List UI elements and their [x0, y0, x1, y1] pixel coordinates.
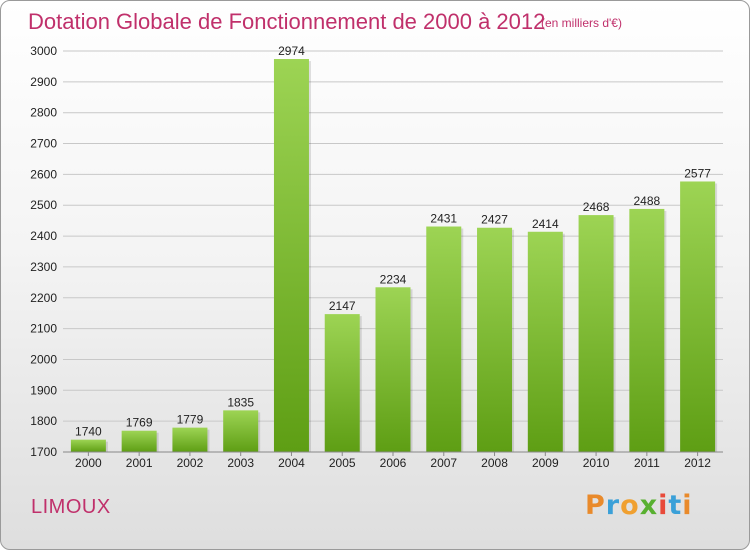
x-tick-label: 2000 [75, 456, 102, 470]
bar [273, 59, 309, 453]
bar [629, 208, 665, 452]
logo-letter: P [585, 490, 606, 521]
logo-letter: i [682, 490, 693, 521]
x-tick-label: 2003 [227, 456, 254, 470]
x-tick-label: 2008 [481, 456, 508, 470]
bar [680, 181, 716, 452]
y-tick-label: 2300 [30, 260, 57, 274]
x-tick-label: 2001 [126, 456, 153, 470]
y-tick-label: 2200 [30, 291, 57, 305]
x-tick-label: 2009 [532, 456, 559, 470]
logo-letter: r [605, 490, 621, 521]
bar-value-label: 1740 [75, 425, 102, 439]
commune-name: LIMOUX [31, 496, 111, 518]
bar-value-label: 2431 [430, 212, 457, 226]
bar [477, 227, 513, 452]
y-tick-label: 1700 [30, 445, 57, 459]
x-tick-label: 2004 [278, 456, 305, 470]
bar-value-label: 2234 [380, 272, 407, 286]
bar-value-label: 1835 [227, 395, 254, 409]
x-tick-label: 2002 [177, 456, 204, 470]
y-tick-label: 2600 [30, 167, 57, 181]
logo-letter: i [658, 490, 669, 521]
bar [375, 287, 411, 452]
bar [578, 215, 614, 452]
y-tick-label: 2500 [30, 198, 57, 212]
bar-value-label: 1769 [126, 416, 153, 430]
bar [527, 231, 563, 452]
y-tick-label: 2100 [30, 322, 57, 336]
bar [324, 314, 360, 452]
bar [70, 439, 106, 452]
bar [223, 410, 259, 452]
logo-letter: o [620, 490, 640, 521]
bar-value-label: 2974 [278, 44, 305, 58]
x-tick-label: 2012 [684, 456, 711, 470]
x-tick-label: 2006 [380, 456, 407, 470]
x-tick-label: 2011 [634, 456, 660, 470]
x-tick-label: 2007 [430, 456, 457, 470]
logo-letter: x [639, 490, 659, 521]
x-tick-label: 2005 [329, 456, 356, 470]
y-tick-label: 2800 [30, 106, 57, 120]
value-labels: 1740 1769 1779 1835 2974 2147 2234 2431 2427 2414… [75, 44, 711, 439]
y-tick-label: 2000 [30, 352, 57, 366]
bar-value-label: 2414 [532, 217, 559, 231]
y-tick-label: 3000 [30, 44, 57, 58]
chart-unit: (en milliers d'€) [541, 16, 622, 30]
bar-value-label: 2427 [481, 213, 508, 227]
bar [426, 226, 462, 452]
y-tick-label: 2400 [30, 229, 57, 243]
logo-letter: t [668, 490, 683, 521]
bar-value-label: 2577 [684, 166, 711, 180]
bar [172, 427, 208, 452]
x-axis-ticks: 2000 2001 2002 2003 2004 2005 2006 2007 2008 2009… [75, 452, 711, 470]
y-tick-label: 1800 [30, 414, 57, 428]
bar-value-label: 2488 [633, 194, 660, 208]
y-tick-label: 1900 [30, 383, 57, 397]
x-tick-label: 2010 [583, 456, 610, 470]
bar-value-label: 2147 [329, 299, 356, 313]
y-tick-label: 2700 [30, 137, 57, 151]
bar [121, 430, 157, 452]
bars [70, 59, 718, 453]
bar-value-label: 1779 [177, 413, 204, 427]
chart-title: Dotation Globale de Fonctionnement de 20… [28, 9, 546, 34]
y-axis-ticks: 1700 1800 1900 2000 2100 2200 2300 2400 2500 2600… [30, 44, 57, 459]
y-tick-label: 2900 [30, 75, 57, 89]
proxiti-logo[interactable]: Proxiti [585, 490, 693, 521]
bar-value-label: 2468 [583, 200, 610, 214]
